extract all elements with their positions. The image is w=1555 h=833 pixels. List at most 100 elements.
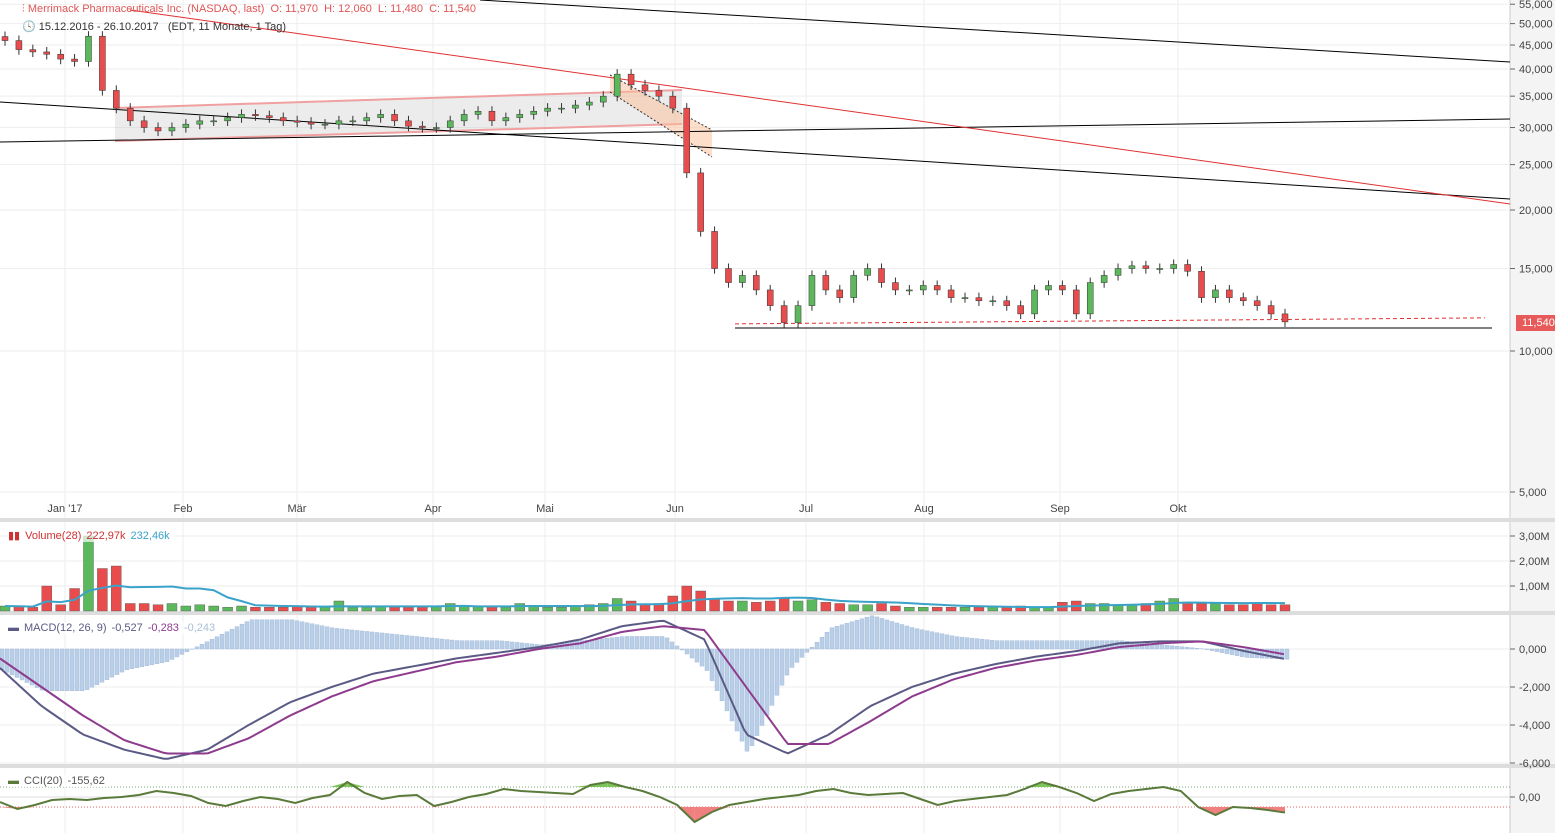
volume-bar [1279, 604, 1291, 612]
candle [1045, 285, 1052, 291]
y-tick-label: 0,00 [1519, 792, 1540, 804]
macd-histogram-bar [844, 623, 850, 650]
macd-histogram-bar [329, 627, 335, 650]
candle [1170, 264, 1177, 269]
volume-bar [194, 604, 205, 612]
volume-bar [152, 604, 164, 612]
macd-histogram-bar [389, 633, 395, 650]
x-tick-label: Mai [536, 503, 554, 515]
x-tick-label: Mär [288, 503, 307, 515]
cci-oversold-fill [694, 807, 712, 822]
macd-histogram-bar [164, 648, 170, 662]
macd-histogram-bar [1044, 640, 1050, 650]
macd-histogram-bar [434, 638, 440, 650]
macd-histogram-bar [1189, 647, 1195, 650]
volume-bar [445, 603, 456, 612]
macd-histogram-bar [409, 635, 415, 650]
macd-histogram-bar [194, 646, 200, 650]
macd-histogram-bar [479, 640, 485, 650]
volume-bar [904, 607, 915, 612]
candle [1086, 282, 1094, 315]
panel-separator [0, 764, 1555, 768]
volume-bar [1265, 604, 1277, 612]
macd-histogram-bar [319, 625, 325, 650]
volume-bar [973, 607, 985, 612]
macd-histogram-bar [664, 637, 670, 650]
candle [850, 275, 857, 298]
macd-histogram-bar [1284, 648, 1290, 660]
candle [530, 110, 537, 115]
candle [613, 73, 621, 97]
candle [794, 305, 802, 323]
macd-histogram-bar [504, 641, 510, 650]
volume-bar [305, 607, 317, 612]
macd-histogram-bar [1239, 648, 1245, 657]
macd-histogram-bar [889, 621, 895, 650]
macd-histogram-bar [864, 617, 870, 650]
x-tick-label: Apr [424, 503, 441, 515]
candle [363, 117, 370, 122]
macd-histogram-bar [954, 636, 960, 650]
macd-histogram-bar [874, 616, 880, 650]
trendline [479, 0, 1511, 63]
macd-histogram-bar [469, 640, 475, 650]
y-tick-label: 25,000 [1519, 160, 1553, 172]
macd-histogram-bar [699, 648, 705, 667]
volume-bar [97, 568, 108, 612]
candle [43, 51, 50, 55]
candle [906, 289, 913, 292]
y-tick-label: 50,000 [1519, 19, 1553, 31]
macd-histogram-bar [929, 631, 935, 650]
macd-legend: ▬ MACD(12, 26, 9) -0,527 -0,283 -0,243 [8, 622, 221, 634]
volume-bar [1238, 604, 1249, 612]
candle [1156, 268, 1164, 270]
macd-histogram-bar [239, 623, 245, 650]
macd-histogram-bar [1169, 645, 1175, 650]
candle [154, 127, 162, 132]
volume-bar [987, 607, 999, 612]
macd-histogram-bar [79, 648, 85, 691]
candle [544, 107, 551, 112]
volume-bar [347, 607, 359, 612]
candle [1253, 300, 1261, 306]
candle [933, 285, 941, 291]
y-tick-label: -6,000 [1519, 758, 1550, 770]
macd-histogram-bar [629, 636, 635, 650]
candle [961, 297, 969, 299]
macd-histogram-bar [799, 648, 805, 658]
candle [711, 231, 718, 269]
candle [1226, 289, 1233, 298]
macd-histogram-bar [1154, 644, 1160, 650]
macd-histogram-bar [229, 628, 235, 650]
macd-histogram-bar [729, 648, 735, 722]
volume-bar [125, 603, 136, 612]
macd-histogram-bar [1019, 640, 1025, 650]
macd-histogram-bar [1194, 648, 1200, 650]
trendline [0, 118, 1511, 143]
candle [1017, 305, 1024, 315]
volume-bar [556, 607, 567, 612]
candle [1100, 275, 1108, 283]
candle [196, 120, 204, 125]
macd-histogram-bar [9, 648, 15, 676]
volume-bar [765, 600, 776, 612]
macd-histogram-bar [624, 636, 630, 650]
volume-bar [500, 607, 512, 612]
candle [669, 95, 677, 109]
macd-histogram-bar [1024, 640, 1030, 650]
candle [446, 120, 454, 128]
date-range: 🕓 15.12.2016 - 26.10.2017 (EDT, 11 Monat… [22, 21, 287, 33]
macd-histogram-bar [374, 632, 380, 650]
candle [321, 123, 329, 126]
candle [419, 125, 426, 128]
volume-bar [959, 607, 971, 612]
macd-histogram-bar [764, 648, 770, 716]
macd-histogram-bar [59, 648, 65, 691]
macd-histogram-bar [594, 638, 600, 650]
macd-histogram-bar [759, 648, 765, 726]
line-icon: ▬ [8, 622, 19, 634]
candle [140, 120, 148, 128]
chart-title: ⫶ Merrimack Pharmaceuticals Inc. (NASDAQ… [22, 3, 476, 15]
volume-bar [792, 600, 804, 612]
